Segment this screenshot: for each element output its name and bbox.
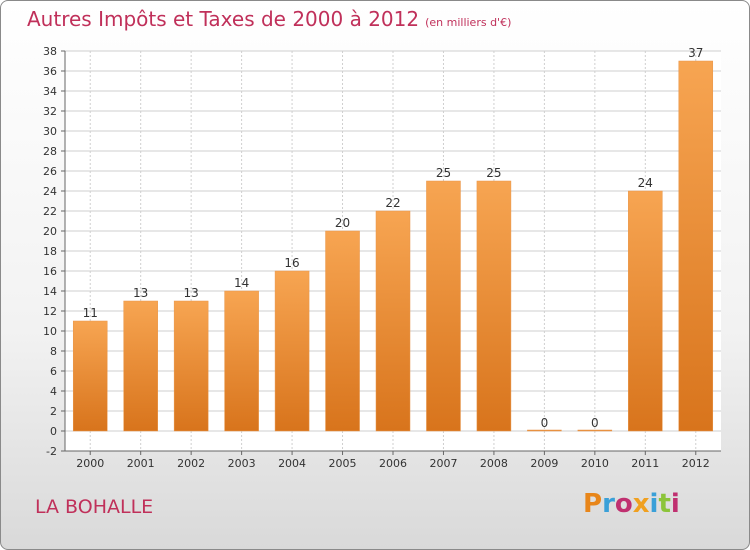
logo-letter: t [658, 489, 671, 519]
bar-2012 [678, 60, 714, 432]
y-tick-label: 6 [50, 365, 57, 378]
commune-name: LA BOHALLE [35, 496, 154, 518]
logo-letter: o [614, 489, 633, 519]
chart-title-text: Autres Impôts et Taxes de 2000 à 2012 [27, 7, 420, 31]
chart-subtitle: (en milliers d'€) [425, 16, 512, 29]
y-tick-label: 16 [43, 265, 57, 278]
bar-2001 [123, 300, 158, 432]
y-tick-label: 36 [43, 65, 57, 78]
x-tick-label-2004: 2004 [278, 457, 306, 470]
y-tick-label: 34 [43, 85, 57, 98]
data-label-2002: 13 [184, 286, 199, 300]
data-label-2009: 0 [541, 416, 549, 430]
y-tick-label: 30 [43, 125, 57, 138]
data-label-2008: 25 [486, 166, 501, 180]
logo-letter: i [649, 489, 659, 519]
y-tick-label: 2 [50, 405, 57, 418]
x-tick-label-2008: 2008 [480, 457, 508, 470]
bar-2000 [72, 320, 108, 432]
logo-letter: P [583, 489, 603, 519]
bar-2004 [274, 270, 310, 432]
data-label-2006: 22 [385, 196, 400, 210]
logo-letter: x [632, 489, 650, 519]
x-tick-label-2010: 2010 [581, 457, 609, 470]
x-tick-label-2007: 2007 [429, 457, 457, 470]
y-tick-label: 22 [43, 205, 57, 218]
y-tick-label: 32 [43, 105, 57, 118]
data-label-2001: 13 [133, 286, 148, 300]
data-label-2011: 24 [638, 176, 653, 190]
y-tick-label: 20 [43, 225, 57, 238]
y-tick-label: 18 [43, 245, 57, 258]
bar-2005 [325, 230, 360, 432]
y-tick-label: 0 [50, 425, 57, 438]
axes [61, 50, 721, 455]
x-tick-label-2009: 2009 [530, 457, 558, 470]
bars [72, 60, 714, 432]
y-tick-label: 14 [43, 285, 57, 298]
labels: -202468101214161820222426283032343638112… [43, 45, 710, 470]
y-tick-label: 10 [43, 325, 57, 338]
x-tick-label-2011: 2011 [631, 457, 659, 470]
data-label-2010: 0 [591, 416, 599, 430]
bar-2011 [628, 190, 663, 432]
y-tick-label: 38 [43, 45, 57, 58]
x-tick-label-2001: 2001 [127, 457, 155, 470]
x-tick-label-2000: 2000 [76, 457, 104, 470]
data-label-2000: 11 [83, 306, 98, 320]
logo-letter: r [602, 489, 615, 519]
data-label-2007: 25 [436, 166, 451, 180]
x-tick-label-2002: 2002 [177, 457, 205, 470]
x-tick-label-2012: 2012 [682, 457, 710, 470]
y-tick-label: 4 [50, 385, 57, 398]
data-label-2003: 14 [234, 276, 249, 290]
proxiti-logo[interactable]: Proxiti [583, 489, 680, 519]
y-tick-label: 26 [43, 165, 57, 178]
y-tick-label: 28 [43, 145, 57, 158]
bar-2002 [173, 300, 209, 432]
bar-2007 [426, 180, 461, 432]
data-label-2005: 20 [335, 216, 350, 230]
x-tick-label-2006: 2006 [379, 457, 407, 470]
data-label-2012: 37 [688, 46, 703, 60]
x-tick-label-2005: 2005 [329, 457, 357, 470]
data-label-2004: 16 [284, 256, 299, 270]
y-tick-label: 12 [43, 305, 57, 318]
y-tick-label: -2 [46, 445, 57, 458]
y-tick-label: 24 [43, 185, 57, 198]
bar-2009 [527, 429, 562, 432]
bar-2006 [375, 210, 411, 432]
bar-2010 [577, 429, 613, 432]
logo-letter: i [670, 489, 680, 519]
bar-2003 [224, 290, 259, 432]
bar-2008 [476, 180, 512, 432]
x-tick-label-2003: 2003 [228, 457, 256, 470]
chart-title: Autres Impôts et Taxes de 2000 à 2012 (en… [27, 7, 511, 31]
y-tick-label: 8 [50, 345, 57, 358]
